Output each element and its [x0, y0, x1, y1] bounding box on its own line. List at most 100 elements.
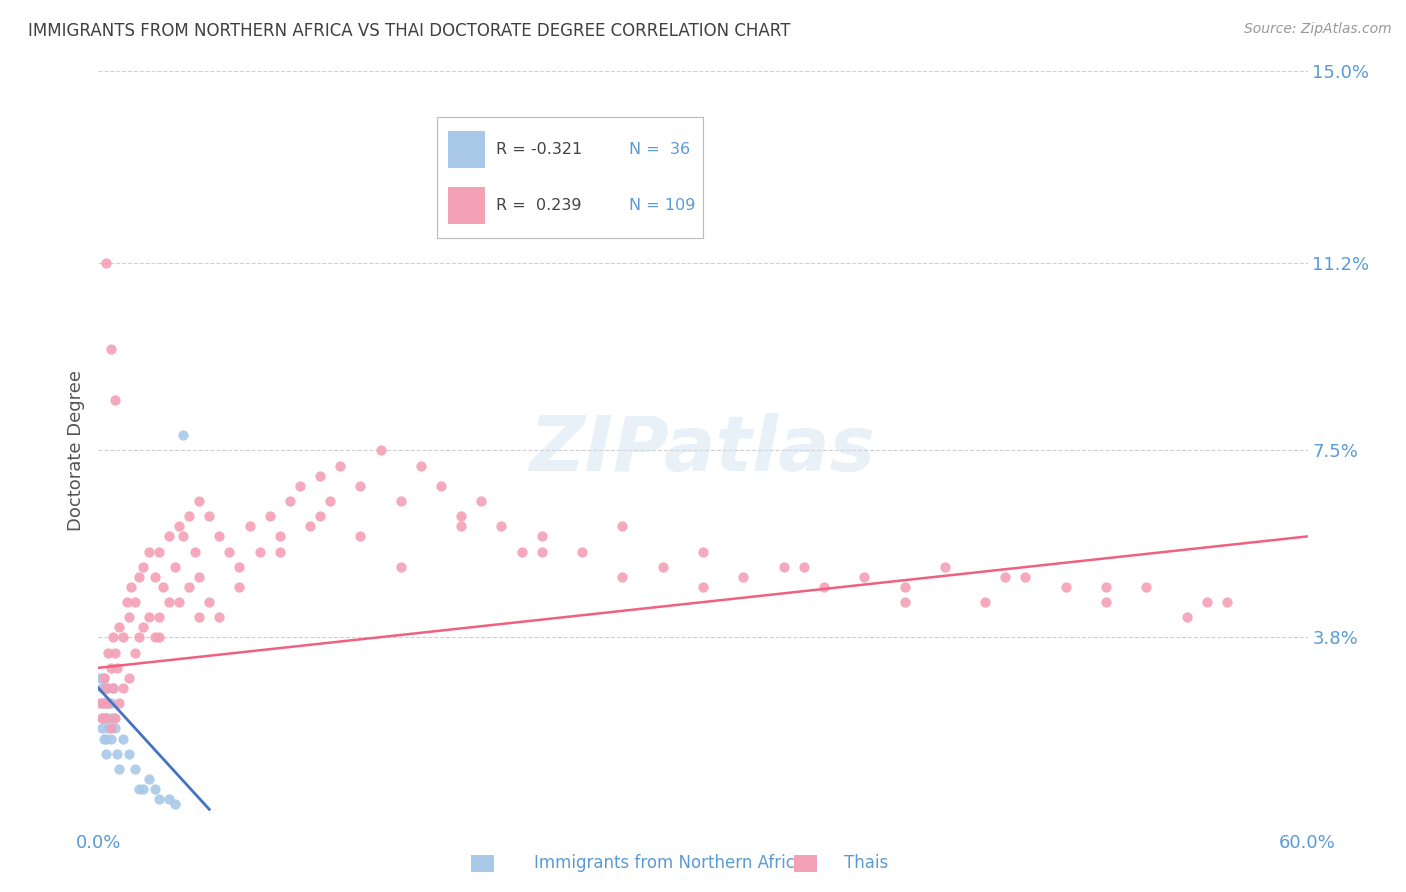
Point: [349, 529, 371, 543]
Point: [100, 711, 122, 725]
Point: [1135, 580, 1157, 594]
Point: [1014, 570, 1036, 584]
Point: [124, 646, 146, 660]
Point: [138, 610, 160, 624]
Point: [198, 509, 221, 524]
Point: [157, 595, 180, 609]
Point: [93, 671, 115, 685]
Point: [118, 610, 141, 624]
Point: [218, 544, 240, 558]
Point: [93, 696, 115, 710]
Point: [107, 696, 129, 710]
Point: [167, 595, 190, 609]
Point: [228, 580, 250, 594]
Point: [208, 610, 231, 624]
Point: [179, 509, 201, 524]
Point: [172, 529, 194, 543]
Point: [163, 559, 186, 574]
Point: [571, 544, 593, 558]
Point: [450, 519, 472, 533]
Point: [96, 681, 118, 695]
Point: [349, 479, 371, 493]
Point: [530, 544, 553, 558]
Point: [128, 782, 150, 797]
Point: [450, 509, 472, 524]
Text: Source: ZipAtlas.com: Source: ZipAtlas.com: [1244, 22, 1392, 37]
Point: [389, 494, 412, 508]
Point: [96, 711, 118, 725]
Point: [1095, 580, 1118, 594]
Point: [101, 711, 124, 725]
Point: [793, 559, 815, 574]
Point: [128, 631, 150, 645]
Point: [91, 681, 114, 695]
Point: [128, 570, 150, 584]
Point: [132, 782, 155, 797]
Point: [612, 570, 634, 584]
Point: [96, 696, 118, 710]
Point: [309, 509, 332, 524]
Point: [172, 428, 194, 442]
Point: [994, 570, 1017, 584]
Point: [239, 519, 262, 533]
Point: [813, 580, 835, 594]
Point: [530, 529, 553, 543]
Point: [103, 711, 125, 725]
Point: [152, 580, 174, 594]
Point: [93, 731, 115, 746]
Point: [103, 722, 125, 736]
Point: [974, 595, 997, 609]
Point: [288, 479, 311, 493]
Point: [198, 595, 221, 609]
Point: [148, 610, 170, 624]
Point: [491, 519, 513, 533]
Point: [228, 559, 250, 574]
Point: [259, 509, 281, 524]
Point: [278, 494, 301, 508]
Point: [132, 559, 155, 574]
Point: [101, 681, 124, 695]
Point: [143, 570, 166, 584]
Point: [101, 631, 124, 645]
Point: [188, 610, 211, 624]
Point: [319, 494, 342, 508]
Point: [97, 722, 120, 736]
Point: [269, 529, 291, 543]
Point: [93, 696, 115, 710]
Point: [111, 681, 134, 695]
Point: [96, 256, 118, 270]
Point: [651, 559, 673, 574]
Point: [100, 722, 122, 736]
Point: [91, 711, 114, 725]
Point: [97, 646, 120, 660]
Point: [370, 443, 392, 458]
Point: [179, 580, 201, 594]
Point: [103, 392, 125, 407]
Point: [188, 494, 211, 508]
Point: [188, 570, 211, 584]
Point: [157, 529, 180, 543]
Point: [120, 580, 142, 594]
Point: [107, 762, 129, 776]
Point: [100, 696, 122, 710]
Point: [1054, 580, 1077, 594]
Text: ZIPatlas: ZIPatlas: [530, 414, 876, 487]
Point: [101, 681, 124, 695]
Point: [143, 631, 166, 645]
Point: [612, 519, 634, 533]
Point: [430, 479, 453, 493]
Point: [167, 519, 190, 533]
Point: [409, 458, 432, 473]
Point: [1095, 595, 1118, 609]
Point: [132, 620, 155, 634]
Point: [163, 797, 186, 812]
Point: [1195, 595, 1218, 609]
Text: Thais: Thais: [844, 855, 887, 872]
Point: [329, 458, 352, 473]
Y-axis label: Doctorate Degree: Doctorate Degree: [66, 370, 84, 531]
Point: [853, 570, 876, 584]
Point: [148, 544, 170, 558]
Point: [148, 792, 170, 806]
Point: [100, 731, 122, 746]
Point: [97, 696, 120, 710]
